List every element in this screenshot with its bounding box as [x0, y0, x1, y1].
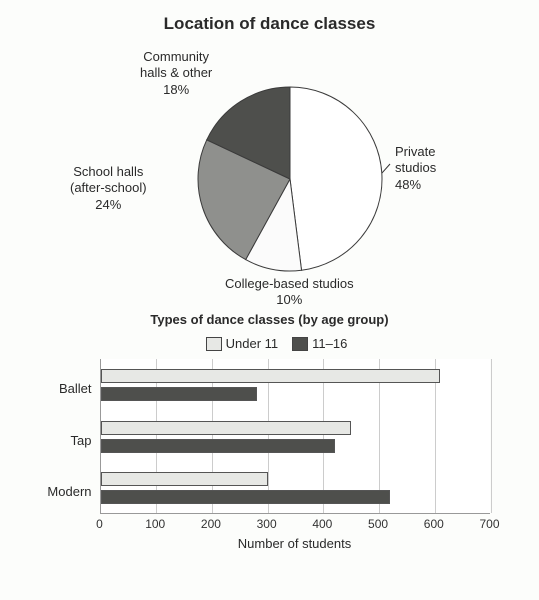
bar	[101, 369, 441, 383]
legend-swatch	[292, 337, 308, 351]
bar	[101, 387, 257, 401]
bar	[101, 421, 352, 435]
x-tick-label: 600	[424, 517, 444, 531]
category-label: Modern	[40, 484, 92, 499]
bar-legend: Under 11 11–16	[10, 335, 529, 351]
legend-label: 11–16	[312, 336, 347, 351]
category-label: Tap	[40, 433, 92, 448]
bar	[101, 439, 335, 453]
category-label: Ballet	[40, 381, 92, 396]
x-tick-label: 100	[145, 517, 165, 531]
pie-slice-label: Privatestudios48%	[395, 144, 436, 193]
x-tick-label: 200	[201, 517, 221, 531]
pie-slice-label: College-based studios10%	[225, 276, 354, 309]
x-axis-label: Number of students	[100, 536, 490, 551]
x-tick-label: 0	[96, 517, 103, 531]
pie-slice-label: School halls(after-school)24%	[70, 164, 147, 213]
pie-title: Location of dance classes	[10, 14, 529, 34]
bar-chart: 0 100 200 300 400 500 600 700 Number of student…	[40, 359, 500, 549]
pie-slice-label: Communityhalls & other18%	[140, 49, 212, 98]
bar-title: Types of dance classes (by age group)	[10, 312, 529, 327]
legend-label: Under 11	[226, 336, 279, 351]
x-tick-label: 700	[479, 517, 499, 531]
x-tick-label: 500	[368, 517, 388, 531]
x-tick-label: 300	[257, 517, 277, 531]
legend-swatch	[206, 337, 222, 351]
pie-chart: Privatestudios48%College-based studios10…	[10, 44, 529, 294]
bar	[101, 472, 268, 486]
x-tick-label: 400	[312, 517, 332, 531]
pie-slice	[290, 87, 382, 270]
gridline	[491, 359, 492, 513]
bar-plot-area	[100, 359, 490, 514]
bar	[101, 490, 391, 504]
